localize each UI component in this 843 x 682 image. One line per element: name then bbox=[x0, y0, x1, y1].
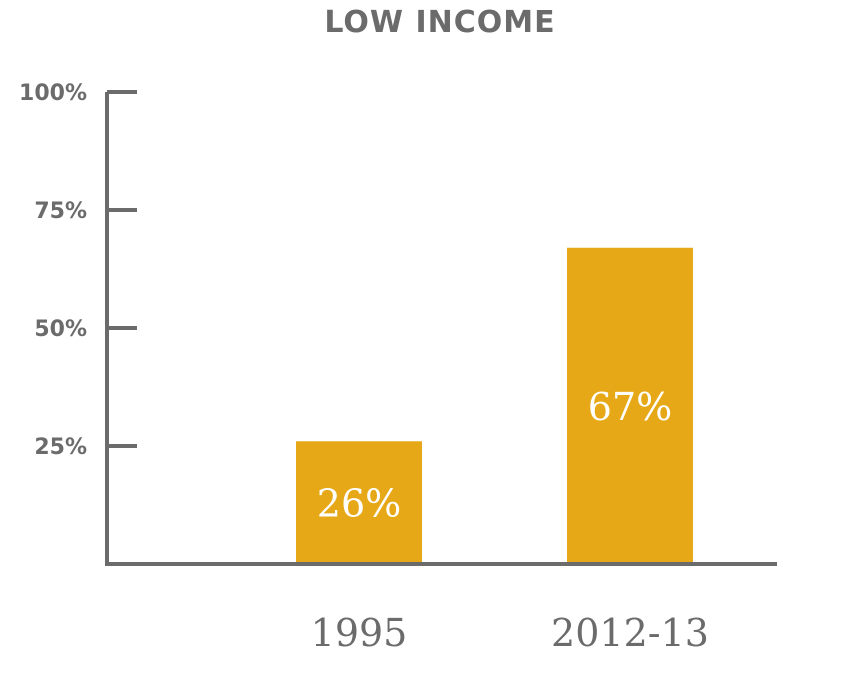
chart-title: LOW INCOME bbox=[324, 5, 555, 40]
bars: 26% 67% bbox=[296, 247, 693, 562]
y-tick-label: 100% bbox=[19, 81, 87, 106]
bar-2012-13 bbox=[567, 247, 693, 562]
bar-data-label: 67% bbox=[588, 385, 672, 429]
x-tick-label: 2012-13 bbox=[551, 611, 709, 655]
y-tick-label: 75% bbox=[34, 199, 87, 224]
bar-1995 bbox=[296, 441, 422, 562]
y-tick-label: 50% bbox=[34, 317, 87, 342]
y-axis: 25% 50% 75% 100% bbox=[19, 81, 137, 564]
y-tick-label: 25% bbox=[34, 435, 87, 460]
x-axis: 1995 2012-13 bbox=[105, 562, 777, 655]
bar-data-label: 26% bbox=[317, 482, 401, 526]
x-tick-label: 1995 bbox=[311, 611, 408, 655]
